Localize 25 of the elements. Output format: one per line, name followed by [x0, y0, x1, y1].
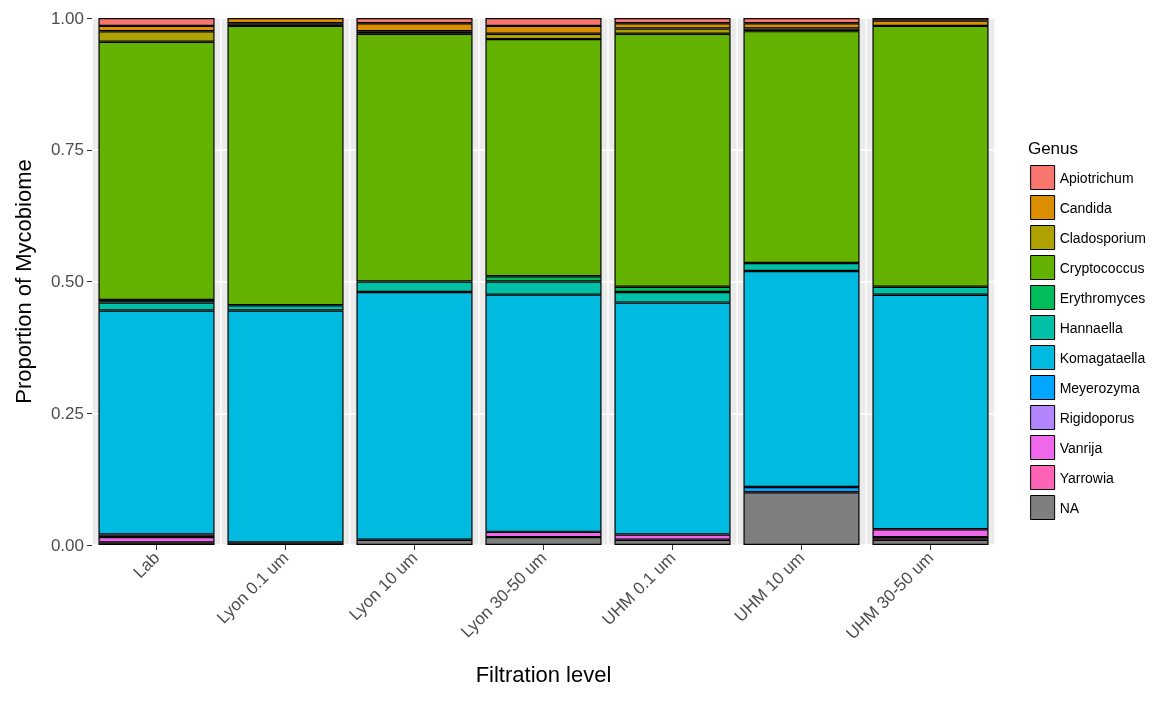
legend-label: Apiotrichum: [1059, 169, 1134, 186]
y-tick-label: 0.50: [50, 272, 84, 291]
legend-label: Candida: [1059, 199, 1112, 216]
legend-label: Yarrowia: [1059, 469, 1115, 486]
y-tick-label: 0.75: [50, 140, 84, 160]
x-tick-label: Lab: [129, 548, 164, 582]
bar: [98, 537, 215, 543]
y-tick-label: 1.00: [50, 8, 84, 28]
legend-label: Komagataella: [1059, 349, 1146, 366]
legend-label: Hannaella: [1059, 319, 1123, 336]
legend-label: Vanrija: [1059, 439, 1103, 456]
y-tick-label: 0.00: [50, 535, 84, 555]
legend-label: Meyerozyma: [1059, 379, 1140, 396]
legend-label: Erythromyces: [1059, 289, 1146, 306]
legend-label: Cryptococcus: [1059, 259, 1145, 276]
bar: [614, 539, 731, 545]
y-axis-title: Proportion of Mycobiome: [10, 159, 36, 404]
legend-title: Genus: [1027, 139, 1079, 158]
legend-label: Cladosporium: [1059, 229, 1146, 246]
legend-label: Rigidoporus: [1059, 409, 1135, 426]
y-tick-label: 0.25: [50, 403, 84, 423]
x-axis-title: Filtration level: [475, 661, 612, 687]
legend-label: NA: [1059, 499, 1080, 516]
bar: [872, 539, 989, 545]
bar: [227, 18, 344, 24]
